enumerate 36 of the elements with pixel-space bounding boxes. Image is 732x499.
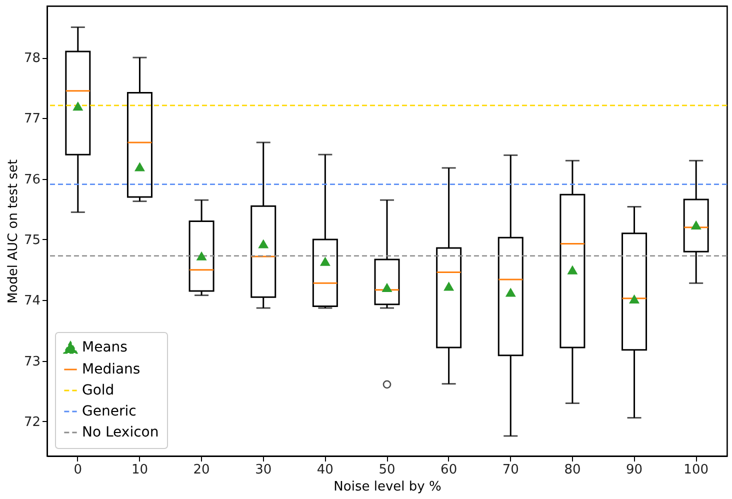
x-tick-label: 40 [316, 462, 334, 478]
point [320, 256, 330, 266]
x-tick-label: 60 [440, 462, 458, 478]
y-tick-label: 78 [24, 51, 40, 66]
y-tick-label: 76 [24, 172, 40, 188]
x-axis-title: Noise level by % [334, 480, 442, 494]
x-tick-label: 50 [378, 462, 396, 478]
y-tick-label: 74 [24, 294, 40, 309]
x-tick-label: 30 [255, 462, 272, 478]
point [505, 288, 516, 297]
legend-label: Means [82, 340, 128, 356]
legend-label: No Lexicon [82, 424, 159, 440]
x-tick-label: 70 [502, 462, 519, 478]
point [690, 220, 702, 230]
legend-label: Generic [82, 404, 136, 420]
x-tick-label: 20 [193, 462, 210, 478]
point [134, 162, 145, 172]
y-tick-label: 73 [24, 354, 40, 370]
x-tick-label: 80 [564, 462, 581, 478]
legend-label: Medians [82, 362, 140, 378]
y-tick-label: 75 [24, 232, 40, 248]
point [629, 294, 640, 304]
point [382, 282, 392, 292]
legend-label: Gold [82, 382, 114, 398]
point [444, 282, 454, 291]
point [196, 251, 207, 260]
point [258, 239, 269, 248]
x-tick-label: 90 [626, 462, 643, 478]
y-tick-label: 72 [24, 414, 40, 430]
x-tick-label: 10 [131, 462, 148, 478]
x-tick-label: 0 [74, 462, 82, 478]
y-axis-title: Model AUC on test set [6, 159, 21, 304]
point [567, 265, 578, 274]
y-tick-label: 77 [24, 112, 40, 127]
point [72, 102, 84, 111]
x-tick-label: 100 [684, 462, 709, 478]
